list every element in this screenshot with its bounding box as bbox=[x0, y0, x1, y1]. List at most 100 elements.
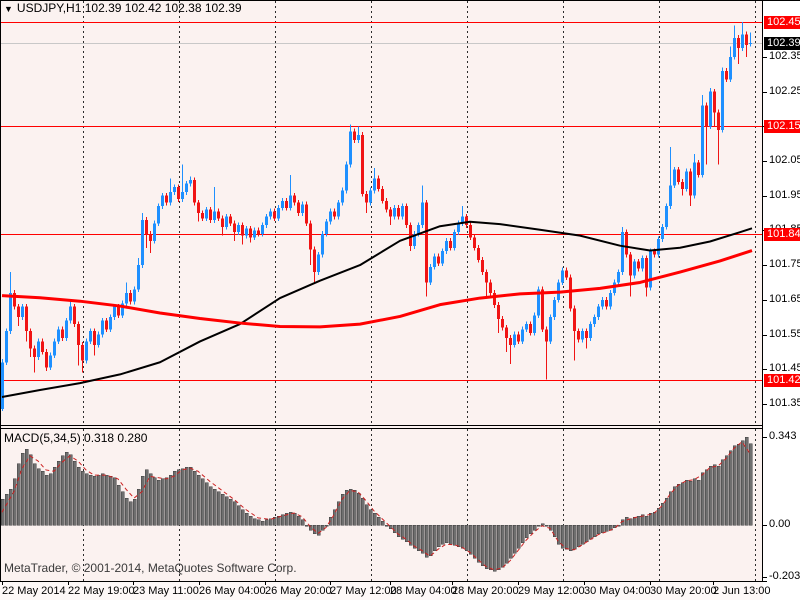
candle-body bbox=[377, 178, 380, 189]
macd-histogram-bar bbox=[440, 524, 445, 545]
macd-histogram-bar bbox=[696, 479, 701, 526]
macd-histogram-bar bbox=[644, 515, 649, 526]
candle-body bbox=[453, 232, 456, 248]
candle-body bbox=[725, 70, 728, 80]
candle-body bbox=[545, 329, 548, 342]
macd-histogram-bar bbox=[220, 494, 225, 526]
time-label: 26 May 04:00 bbox=[199, 585, 266, 597]
chart-title: ▼ USDJPY,H1 102.39 102.42 102.38 102.39 bbox=[4, 1, 242, 15]
price-badge-101.84: 101.84 bbox=[764, 227, 800, 241]
candle-body bbox=[629, 254, 632, 276]
symbol-dropdown-icon[interactable]: ▼ bbox=[4, 4, 13, 14]
price-tick-label: 102.05 bbox=[769, 154, 800, 166]
macd-histogram-bar bbox=[536, 524, 541, 527]
macd-histogram-bar bbox=[364, 504, 369, 526]
macd-histogram-bar bbox=[512, 524, 517, 554]
candle-body bbox=[5, 331, 8, 363]
candle-body bbox=[145, 219, 148, 234]
macd-histogram-bar bbox=[636, 515, 641, 526]
candle-body bbox=[17, 306, 20, 318]
candle-body bbox=[713, 91, 716, 113]
macd-histogram-bar bbox=[744, 436, 749, 526]
macd-histogram-bar bbox=[92, 476, 97, 526]
macd-histogram-bar bbox=[64, 451, 69, 526]
macd-histogram-bar bbox=[728, 450, 733, 526]
macd-histogram-bar bbox=[176, 469, 181, 526]
moving-average-fast-red bbox=[1, 249, 753, 329]
macd-histogram-bar bbox=[464, 524, 469, 551]
macd-histogram-bar bbox=[532, 524, 537, 531]
candle-body bbox=[529, 324, 532, 333]
candle-body bbox=[113, 306, 116, 318]
time-axis-strip bbox=[0, 582, 763, 600]
macd-histogram-bar bbox=[368, 509, 373, 526]
candle-body bbox=[313, 249, 316, 273]
candle-body bbox=[589, 324, 592, 338]
macd-histogram-bar bbox=[160, 478, 165, 526]
macd-histogram-bar bbox=[376, 517, 381, 526]
macd-histogram-bar bbox=[736, 444, 741, 526]
moving-average-slow-black bbox=[1, 220, 753, 398]
macd-histogram-bar bbox=[404, 524, 409, 542]
macd-histogram-bar bbox=[408, 524, 413, 546]
macd-histogram-bar bbox=[320, 524, 325, 531]
price-tick-label: 101.75 bbox=[769, 258, 800, 271]
candle-body bbox=[721, 70, 724, 130]
candle-body bbox=[1, 362, 4, 410]
macd-histogram-bar bbox=[724, 455, 729, 526]
macd-histogram-bar bbox=[304, 524, 309, 527]
macd-histogram-bar bbox=[20, 453, 25, 526]
macd-histogram-bar bbox=[700, 472, 705, 526]
candle-body bbox=[729, 56, 732, 80]
candle-body bbox=[185, 183, 188, 193]
macd-histogram-bar bbox=[720, 459, 725, 526]
macd-histogram-bar bbox=[76, 467, 81, 526]
candle-body bbox=[517, 334, 520, 342]
chart-title-text: USDJPY,H1 102.39 102.42 102.38 102.39 bbox=[16, 1, 242, 15]
macd-histogram-bar bbox=[396, 524, 401, 537]
price-badge-102.39: 102.39 bbox=[764, 37, 800, 51]
macd-histogram-bar bbox=[712, 464, 717, 526]
candle-body bbox=[325, 221, 328, 234]
candle-body bbox=[41, 341, 44, 352]
candle-body bbox=[469, 225, 472, 238]
time-label: 23 May 11:00 bbox=[133, 585, 199, 597]
macd-histogram-bar bbox=[316, 524, 321, 536]
macd-histogram-bar bbox=[596, 524, 601, 535]
macd-histogram-bar bbox=[656, 508, 661, 526]
candle-body bbox=[345, 164, 348, 191]
macd-histogram-bar bbox=[360, 497, 365, 526]
candle-body bbox=[301, 204, 304, 214]
candle-body bbox=[397, 207, 400, 217]
macd-histogram-bar bbox=[184, 467, 189, 526]
candle-body bbox=[9, 292, 12, 332]
macd-histogram-bar bbox=[556, 524, 561, 545]
macd-histogram-bar bbox=[352, 490, 357, 526]
candle-body bbox=[289, 195, 292, 208]
macd-histogram-bar bbox=[96, 474, 101, 526]
macd-tick-label: -0.203 bbox=[769, 569, 800, 582]
price-badge-102.15: 102.15 bbox=[764, 120, 800, 134]
macd-histogram-bar bbox=[288, 511, 293, 526]
macd-histogram-bar bbox=[36, 468, 41, 526]
macd-histogram-bar bbox=[516, 524, 521, 549]
macd-histogram-bar bbox=[104, 474, 109, 526]
macd-histogram-bar bbox=[628, 518, 633, 526]
candle-body bbox=[141, 219, 144, 266]
candle-body bbox=[353, 131, 356, 141]
macd-histogram-bar bbox=[340, 494, 345, 526]
macd-histogram-bar bbox=[144, 469, 149, 526]
macd-histogram-bar bbox=[432, 524, 437, 551]
macd-histogram-bar bbox=[272, 517, 277, 526]
macd-histogram-bar bbox=[308, 524, 313, 531]
macd-histogram-bar bbox=[448, 524, 453, 545]
macd-histogram-bar bbox=[552, 524, 557, 537]
candle-body bbox=[617, 272, 620, 283]
candle-body bbox=[561, 270, 564, 283]
macd-histogram-bar bbox=[260, 520, 265, 526]
macd-histogram-bar bbox=[172, 470, 177, 526]
macd-histogram-bar bbox=[652, 511, 657, 526]
macd-histogram-bar bbox=[236, 505, 241, 526]
